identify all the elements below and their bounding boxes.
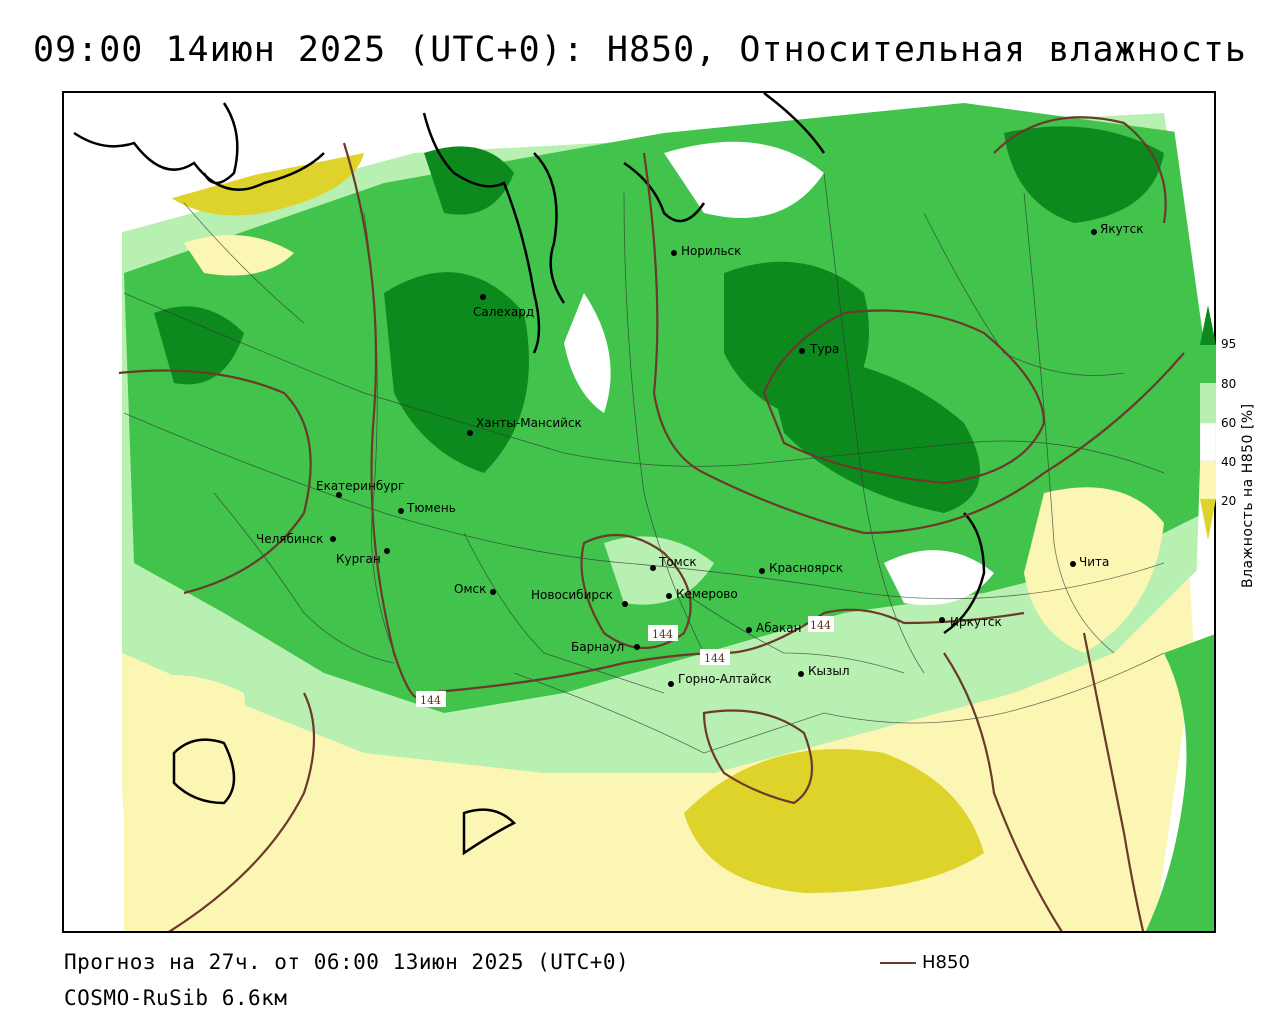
city-label-khanty-mansiysk: Ханты-Мансийск: [476, 416, 582, 430]
model-name: COSMO-RuSib 6.6км: [64, 986, 288, 1010]
isoline-label: 144: [652, 628, 673, 641]
colorbar-tick: 60: [1221, 416, 1237, 430]
isoline-legend: H850: [880, 952, 970, 973]
colorbar-tick: 95: [1221, 337, 1237, 351]
humidity-field: 144 144 144 144 Якутск Норильск Салехард…: [64, 93, 1214, 931]
city-label-kyzyl: Кызыл: [808, 664, 850, 678]
city-label-novosibirsk: Новосибирск: [531, 588, 613, 602]
city-label-salekhard: Салехард: [473, 305, 534, 319]
city-label-krasnoyarsk: Красноярск: [769, 561, 843, 575]
city-label-tura: Тура: [809, 342, 839, 356]
city-label-barnaul: Барнаул: [571, 640, 624, 654]
city-label-tyumen: Тюмень: [406, 501, 456, 515]
colorbar-tick: 40: [1221, 455, 1237, 469]
weather-map: 144 144 144 144 Якутск Норильск Салехард…: [62, 91, 1216, 933]
city-label-irkutsk: Иркутск: [950, 615, 1002, 629]
isoline-label: 144: [704, 652, 725, 665]
city-label-abakan: Абакан: [756, 621, 801, 635]
colorbar-axis-text: Влажность на H850 [%]: [1240, 403, 1256, 588]
city-label-tomsk: Томск: [658, 555, 697, 569]
city-label-kurgan: Курган: [336, 552, 381, 566]
city-markers: Якутск Норильск Салехард Тура Ханты-Манс…: [256, 222, 1144, 687]
city-label-omsk: Омск: [454, 582, 486, 596]
city-label-kemerovo: Кемерово: [676, 587, 738, 601]
forecast-info: Прогноз на 27ч. от 06:00 13июн 2025 (UTC…: [64, 950, 630, 974]
city-label-norilsk: Норильск: [681, 244, 741, 258]
humidity-colorbar: [1200, 305, 1216, 540]
colorbar-axis-label: Влажность на H850 [%]: [1238, 330, 1262, 590]
isoline-label-group: 144 144 144 144: [416, 616, 834, 707]
city-label-gorno-altaysk: Горно-Алтайск: [678, 672, 772, 686]
city-label-yakutsk: Якутск: [1100, 222, 1144, 236]
isoline-label: 144: [420, 694, 441, 707]
isoline-label: 144: [810, 619, 831, 632]
isoline-legend-swatch: [880, 961, 916, 964]
isoline-legend-label: H850: [922, 952, 970, 973]
city-label-yekaterinburg: Екатеринбург: [316, 479, 404, 493]
city-label-chita: Чита: [1079, 555, 1109, 569]
colorbar-tick: 80: [1221, 377, 1237, 391]
city-label-chelyabinsk: Челябинск: [256, 532, 323, 546]
colorbar-tick: 20: [1221, 494, 1237, 508]
map-title: 09:00 14июн 2025 (UTC+0): H850, Относите…: [33, 30, 1247, 70]
